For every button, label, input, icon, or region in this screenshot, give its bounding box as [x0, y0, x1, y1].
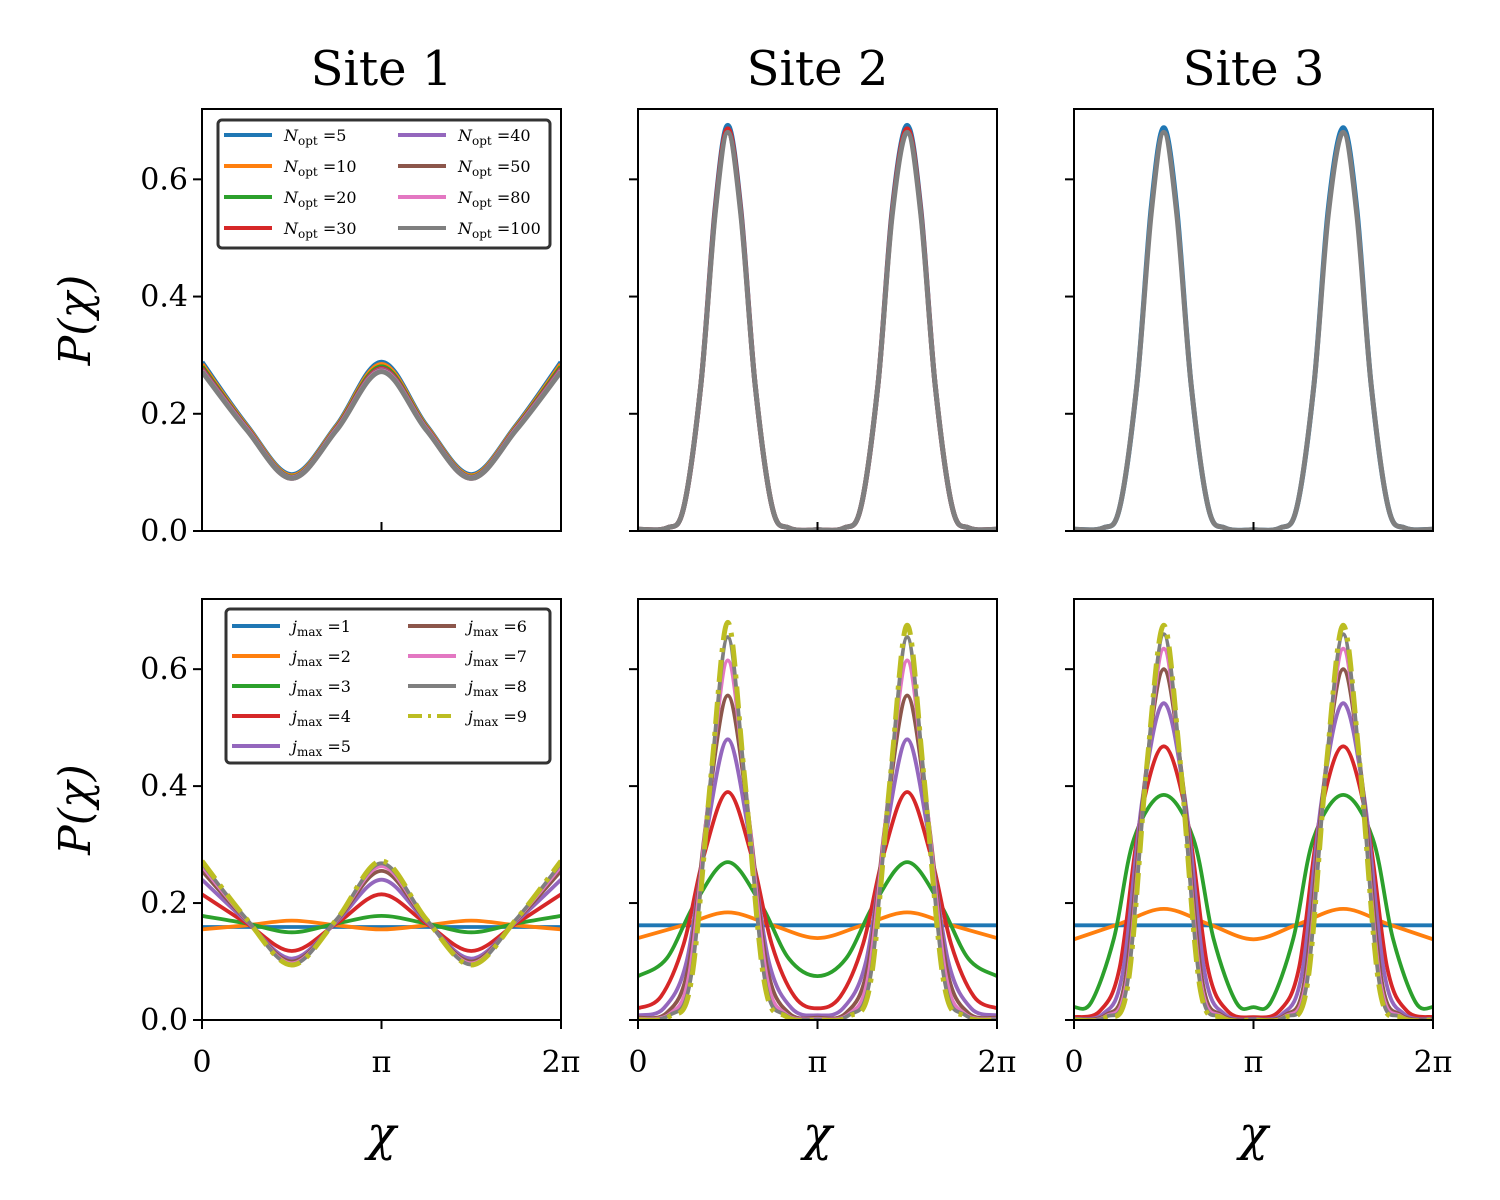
- series-line-5: [202, 367, 561, 481]
- legend-label: Nopt =100: [457, 219, 541, 241]
- x-tick-label: 2π: [978, 1045, 1017, 1080]
- subplot-6: 0 π 2π χ: [1064, 598, 1453, 1162]
- y-tick-label: 0.4: [140, 280, 188, 315]
- y-tick-label: 0.0: [140, 1003, 188, 1038]
- y-axis-label: P(χ): [50, 764, 101, 856]
- series-line-2: [202, 918, 561, 932]
- x-tick-label: 0: [1064, 1045, 1083, 1080]
- legend-label: jmax =3: [289, 677, 351, 699]
- legend-label: Nopt =80: [457, 188, 531, 210]
- x-tick-label: 2π: [1414, 1045, 1453, 1080]
- subplot-title: Site 1: [311, 41, 453, 97]
- series-group: [202, 858, 561, 968]
- series-line-5: [202, 877, 561, 961]
- legend-label: jmax =5: [289, 737, 351, 759]
- subplot-5: 0 π 2π χ: [628, 598, 1017, 1162]
- x-axis-label: χ: [1236, 1106, 1271, 1162]
- series-group: [1074, 125, 1433, 531]
- x-tick-label: π: [1244, 1045, 1264, 1080]
- legend: jmax =1 jmax =2 jmax =3 jmax =4 jmax =5 jmax …: [224, 607, 552, 765]
- legend-label: jmax =8: [465, 677, 527, 699]
- series-line-4: [202, 366, 561, 481]
- series-line-3: [202, 364, 561, 480]
- series-line-9: [1074, 622, 1433, 1020]
- legend-label: jmax =1: [289, 617, 351, 639]
- x-axis-label: χ: [364, 1106, 399, 1162]
- series-line-8: [202, 369, 561, 481]
- legend-label: Nopt =50: [457, 157, 531, 179]
- series-group: [1074, 622, 1433, 1020]
- legend-label: jmax =9: [465, 707, 527, 729]
- series-group: [638, 122, 997, 531]
- y-tick-label: 0.2: [140, 886, 188, 921]
- y-tick-label: 0.4: [140, 769, 188, 804]
- x-tick-label: π: [808, 1045, 828, 1080]
- legend-box: [216, 118, 552, 250]
- y-tick-label: 0.0: [140, 514, 188, 549]
- subplot-title: Site 3: [1183, 41, 1325, 97]
- legend-label: jmax =4: [289, 707, 351, 729]
- legend-label: Nopt =20: [283, 188, 357, 210]
- x-tick-label: 2π: [542, 1045, 581, 1080]
- legend-box: [224, 607, 552, 765]
- y-axis-label: P(χ): [50, 275, 101, 367]
- series-line-6: [202, 367, 561, 481]
- legend-label: Nopt =5: [283, 126, 346, 148]
- x-axis-label: χ: [800, 1106, 835, 1162]
- series-line-1: [202, 359, 561, 478]
- x-tick-label: 0: [628, 1045, 647, 1080]
- series-group: [202, 359, 561, 481]
- legend-label: Nopt =10: [283, 157, 357, 179]
- series-group: [638, 619, 997, 1020]
- series-line-3: [1074, 793, 1433, 1012]
- y-tick-label: 0.2: [140, 397, 188, 432]
- series-line-9: [638, 619, 997, 1020]
- y-tick-label: 0.6: [140, 652, 188, 687]
- legend-label: jmax =2: [289, 647, 351, 669]
- legend-label: jmax =6: [465, 617, 527, 639]
- legend: Nopt =5 Nopt =10 Nopt =20 Nopt =30 Nopt =40 N…: [216, 118, 552, 250]
- legend-label: Nopt =30: [283, 219, 357, 241]
- legend-label: Nopt =40: [457, 126, 531, 148]
- x-tick-label: 0: [192, 1045, 211, 1080]
- series-line-7: [202, 368, 561, 481]
- y-tick-label: 0.6: [140, 162, 188, 197]
- x-tick-label: π: [372, 1045, 392, 1080]
- series-line-2: [202, 362, 561, 479]
- subplot-title: Site 2: [747, 41, 889, 97]
- subplot-2: Site 2: [629, 41, 999, 532]
- legend-label: jmax =7: [465, 647, 527, 669]
- series-line-9: [202, 858, 561, 968]
- series-line-3: [202, 914, 561, 935]
- subplot-3: Site 3: [1065, 41, 1435, 532]
